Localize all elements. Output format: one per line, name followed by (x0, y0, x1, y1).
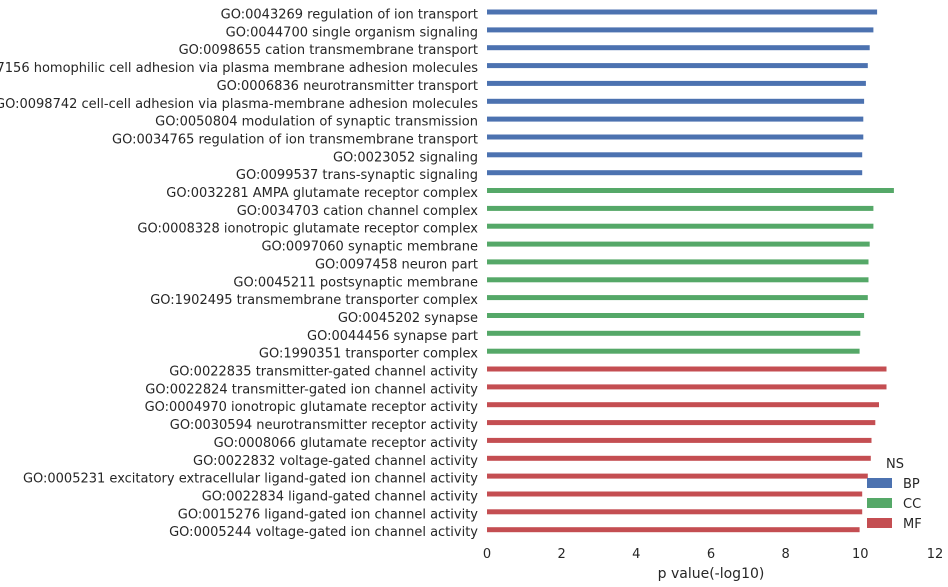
bar (487, 473, 868, 479)
category-labels: GO:0043269 regulation of ion transport GO… (0, 8, 478, 541)
legend-swatch (867, 478, 892, 488)
x-axis-ticks: 0 2 4 6 8 10 12 (483, 547, 943, 562)
category-label: GO:0022832 voltage-gated channel activit… (193, 454, 478, 469)
bar (487, 116, 864, 122)
category-label: GO:0043269 regulation of ion transport (221, 8, 478, 23)
category-label: GO:0098655 cation transmembrane transpor… (179, 43, 478, 58)
bar (487, 170, 863, 176)
category-label: GO:1990351 transporter complex (259, 347, 478, 362)
bar (487, 27, 874, 33)
bar (487, 277, 869, 283)
category-label: GO:0098742 cell-cell adhesion via plasma… (0, 97, 478, 112)
category-label: GO:1902495 transmembrane transporter com… (150, 293, 478, 308)
legend-label: MF (903, 517, 922, 532)
x-axis-title: p value(-log10) (658, 566, 765, 582)
bar (487, 9, 878, 15)
x-tick-label: 0 (483, 547, 491, 562)
bar (487, 63, 868, 69)
category-label: GO:0097060 synaptic membrane (261, 240, 478, 255)
category-label: GO:0044700 single organism signaling (226, 25, 478, 40)
x-tick-label: 4 (632, 547, 640, 562)
category-label: GO:0015276 ligand-gated ion channel acti… (178, 507, 479, 522)
x-tick-label: 8 (782, 547, 790, 562)
category-label: GO:0099537 trans-synaptic signaling (236, 168, 478, 183)
category-label: GO:0045211 postsynaptic membrane (233, 275, 478, 290)
bar (487, 223, 874, 229)
category-label: GO:0008066 glutamate receptor activity (214, 436, 479, 451)
x-tick-label: 10 (852, 547, 869, 562)
bar (487, 491, 863, 497)
bar (487, 384, 887, 390)
bar (487, 259, 869, 265)
x-tick-label: 12 (927, 547, 944, 562)
category-label: GO:0045202 synapse (338, 311, 478, 326)
bar (487, 437, 872, 443)
legend: NS BP CC MF (867, 457, 922, 532)
category-label: GO:0030594 neurotransmitter receptor act… (170, 418, 479, 433)
bar (487, 98, 865, 104)
bar (487, 348, 860, 354)
category-label: GO:0005244 voltage-gated ion channel act… (169, 525, 478, 540)
bar (487, 330, 861, 336)
legend-label: CC (903, 497, 921, 512)
bars-layer (487, 9, 894, 533)
bar (487, 188, 894, 193)
bar (487, 134, 864, 140)
category-label: GO:0023052 signaling (333, 150, 478, 165)
category-label: GO:0022834 ligand-gated channel activity (202, 490, 479, 505)
legend-swatch (867, 498, 892, 508)
legend-title: NS (886, 457, 904, 472)
category-label: GO:0008328 ionotropic glutamate receptor… (137, 222, 478, 237)
category-label: GO:0022824 transmitter-gated ion channel… (145, 382, 478, 397)
bar (487, 509, 863, 515)
bar (487, 402, 879, 408)
bar (487, 455, 871, 461)
x-tick-label: 2 (558, 547, 566, 562)
category-label: GO:0044456 synapse part (307, 329, 478, 344)
category-label: GO:0022835 transmitter-gated channel act… (169, 365, 478, 380)
bar (487, 152, 863, 158)
x-tick-label: 6 (707, 547, 715, 562)
legend-swatch (867, 518, 892, 528)
bar (487, 527, 860, 533)
bar (487, 366, 887, 372)
category-label: GO:0005231 excitatory extracellular liga… (23, 472, 478, 487)
category-label: GO:0032281 AMPA glutamate receptor compl… (166, 186, 478, 201)
category-label: GO:0007156 homophilic cell adhesion via … (0, 61, 478, 76)
category-label: GO:0006836 neurotransmitter transport (217, 79, 478, 94)
legend-label: BP (903, 477, 920, 492)
bar (487, 295, 868, 301)
bar (487, 80, 866, 86)
category-label: GO:0034703 cation channel complex (237, 204, 479, 219)
bar (487, 420, 876, 426)
bar (487, 241, 870, 247)
bar (487, 313, 865, 318)
category-label: GO:0097458 neuron part (315, 257, 478, 272)
bar (487, 45, 870, 51)
bar (487, 205, 874, 211)
category-label: GO:0034765 regulation of ion transmembra… (112, 133, 478, 148)
category-label: GO:0004970 ionotropic glutamate receptor… (145, 400, 479, 415)
category-label: GO:0050804 modulation of synaptic transm… (155, 115, 478, 130)
